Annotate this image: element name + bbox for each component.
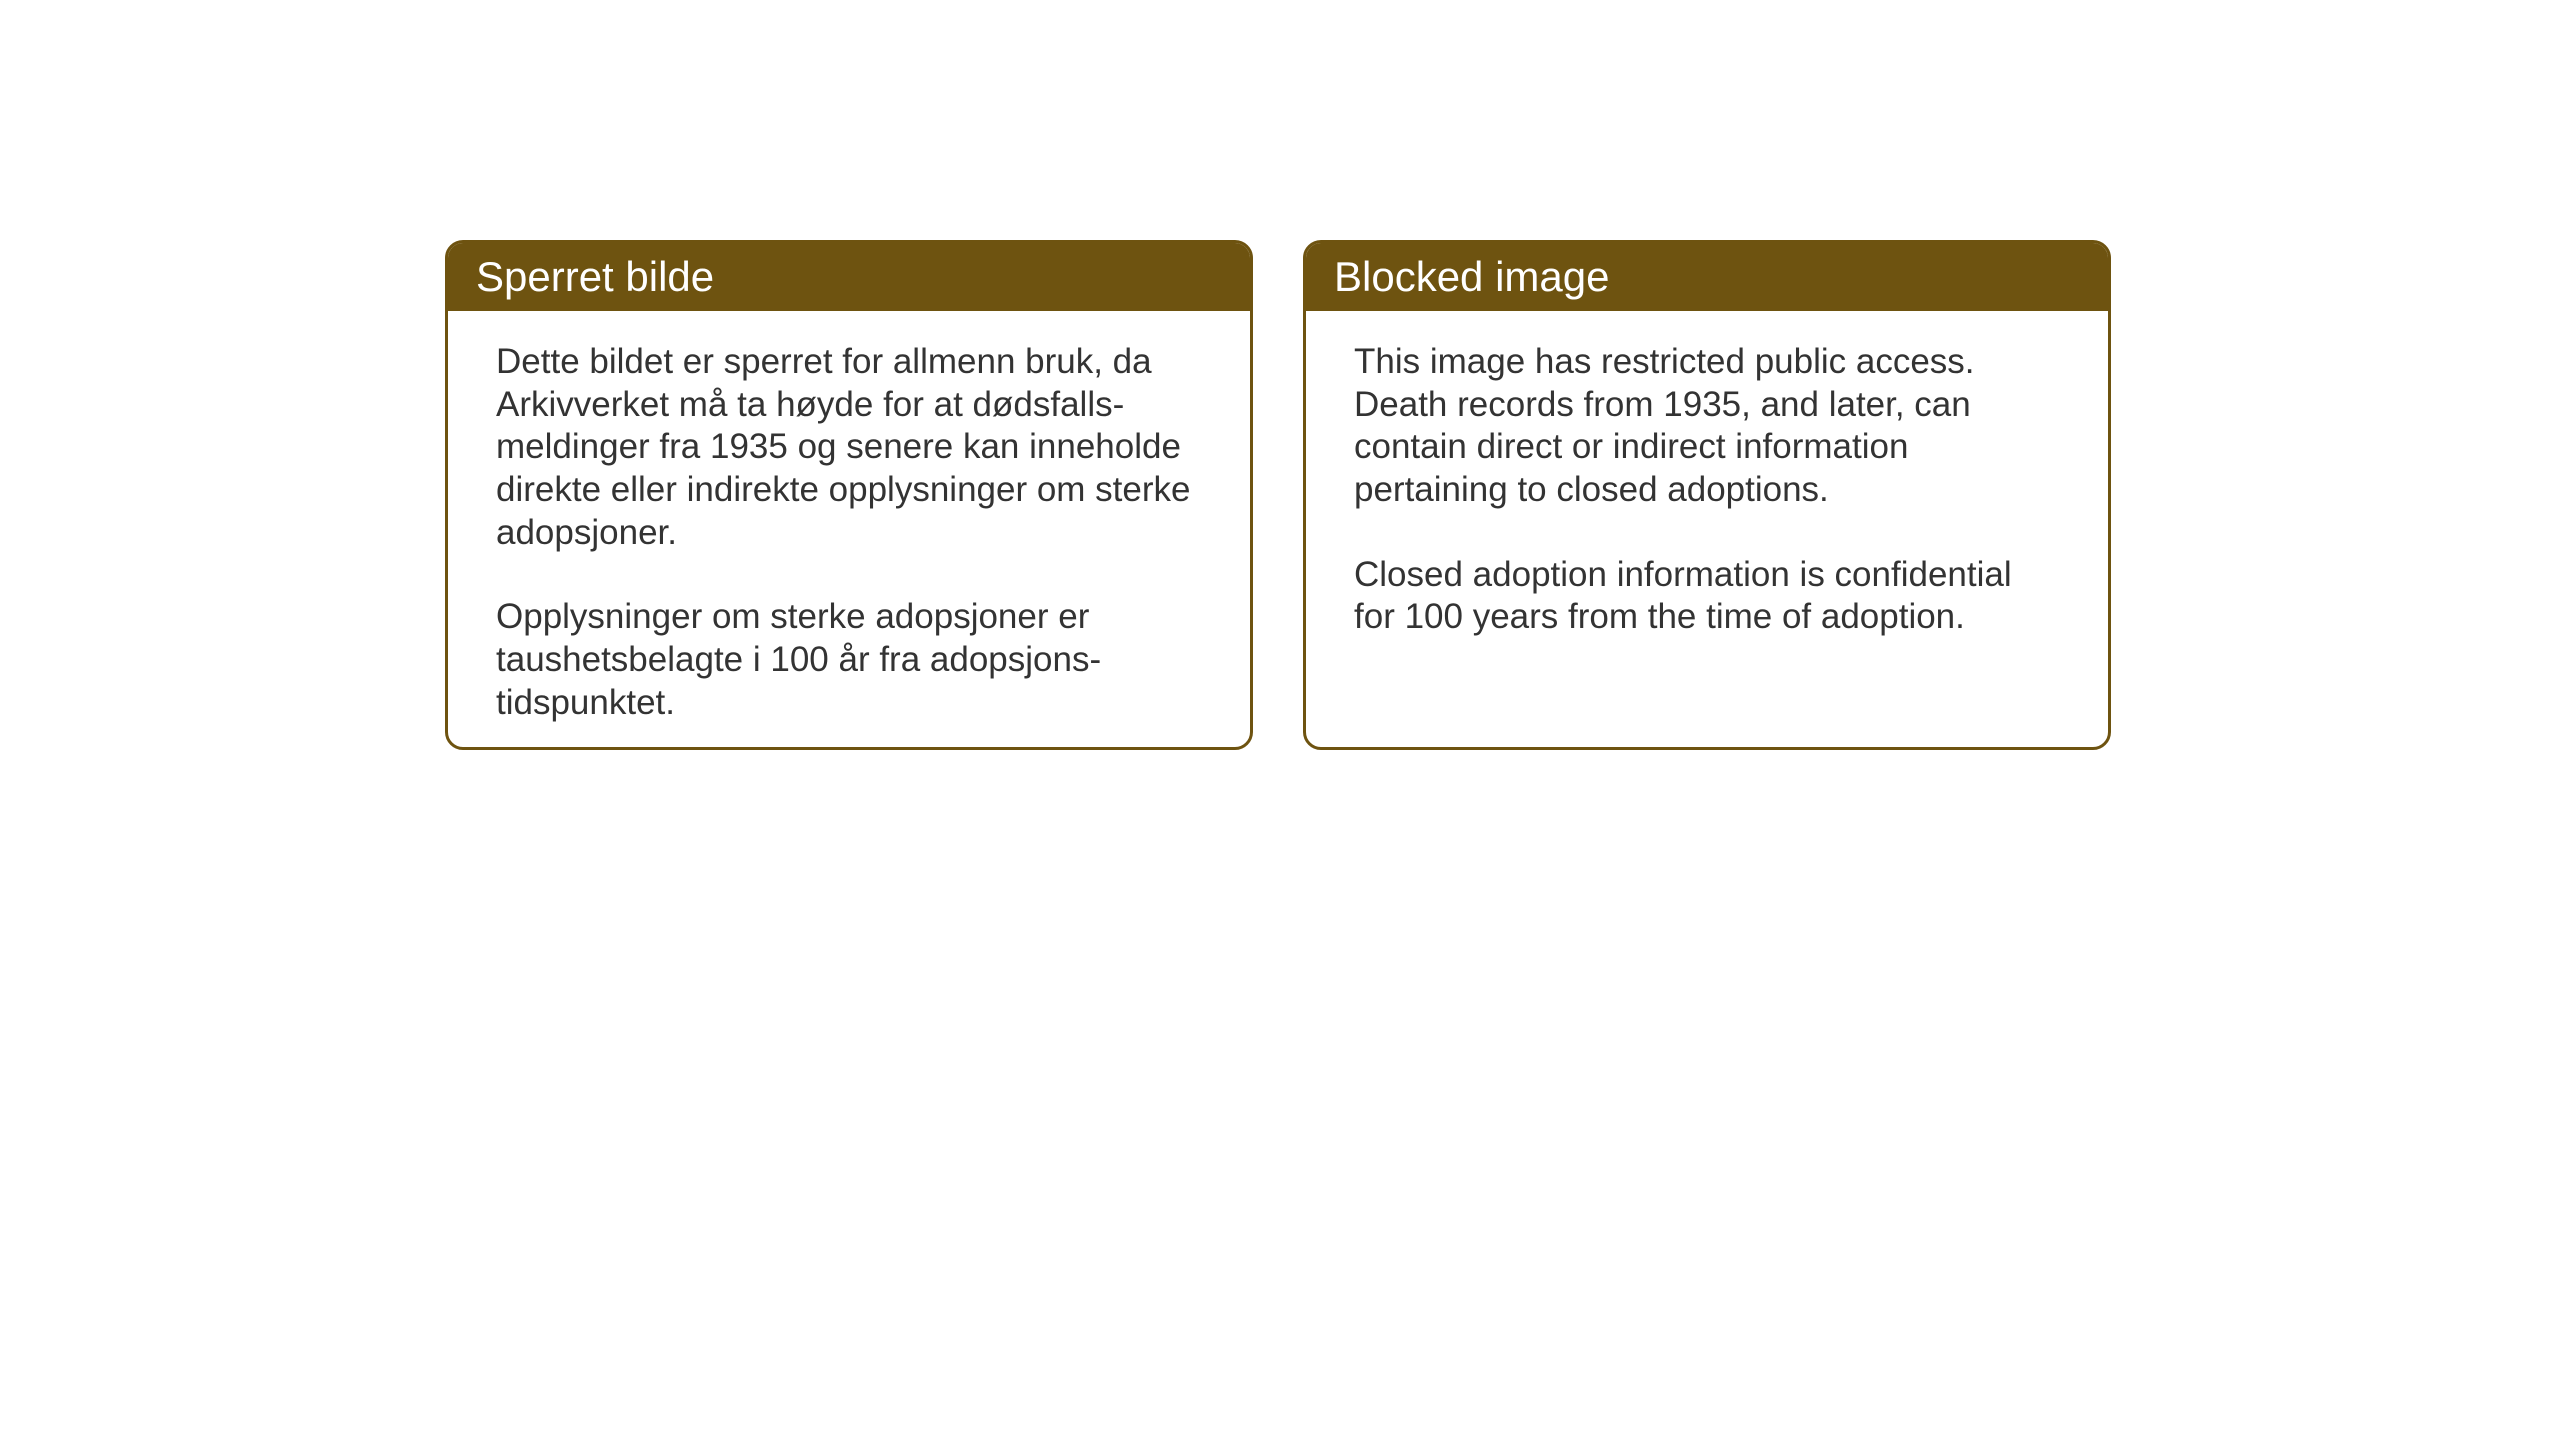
paragraph-english-1: This image has restricted public access.… xyxy=(1354,341,2060,512)
paragraph-norwegian-2: Opplysninger om sterke adopsjoner er tau… xyxy=(496,596,1202,724)
card-title-english: Blocked image xyxy=(1334,253,1609,300)
card-body-norwegian: Dette bildet er sperret for allmenn bruk… xyxy=(448,311,1250,750)
notice-container: Sperret bilde Dette bildet er sperret fo… xyxy=(0,0,2560,750)
paragraph-english-2: Closed adoption information is confident… xyxy=(1354,554,2060,639)
card-title-norwegian: Sperret bilde xyxy=(476,253,714,300)
card-english: Blocked image This image has restricted … xyxy=(1303,240,2111,750)
card-header-english: Blocked image xyxy=(1306,243,2108,311)
card-body-english: This image has restricted public access.… xyxy=(1306,311,2108,679)
card-norwegian: Sperret bilde Dette bildet er sperret fo… xyxy=(445,240,1253,750)
card-header-norwegian: Sperret bilde xyxy=(448,243,1250,311)
paragraph-norwegian-1: Dette bildet er sperret for allmenn bruk… xyxy=(496,341,1202,554)
